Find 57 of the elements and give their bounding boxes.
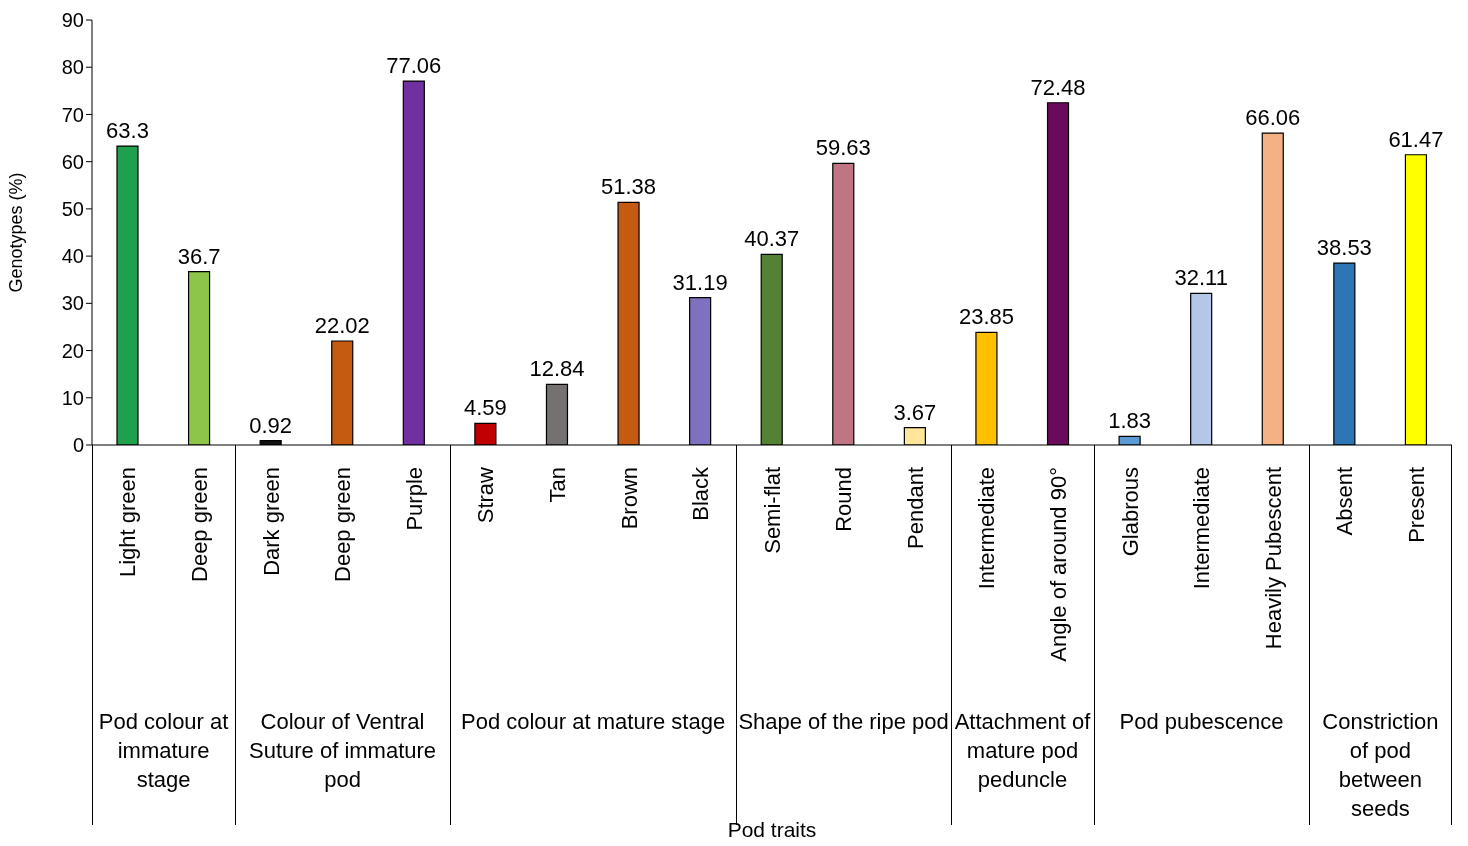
- text: Pod colour at immature stage: [97, 708, 230, 794]
- text: Attachment of mature pod peduncle: [953, 708, 1092, 794]
- text: Shape of the ripe pod: [738, 708, 949, 736]
- data-label: 1.83: [1108, 408, 1152, 434]
- x-tick-label: Dark green: [258, 467, 284, 576]
- x-tick-label: Tan: [544, 467, 570, 503]
- text: Pod colour at mature stage: [459, 708, 727, 736]
- data-label: 61.47: [1388, 126, 1444, 152]
- data-label: 40.37: [744, 226, 800, 252]
- y-tick-label: 80: [61, 56, 84, 79]
- text: Colour of Ventral Suture of immature pod: [248, 708, 438, 794]
- x-tick-label: Angle of around 90°: [1046, 467, 1072, 662]
- x-tick-label: Absent: [1332, 467, 1358, 536]
- y-tick-label: 40: [61, 245, 84, 268]
- text: Constriction of pod between seeds: [1321, 708, 1440, 823]
- y-tick-label: 20: [61, 339, 84, 362]
- y-tick-label: 60: [61, 150, 84, 173]
- data-label: 0.92: [249, 412, 293, 438]
- text: Pod pubescence: [1118, 708, 1285, 736]
- data-label: 4.59: [463, 395, 507, 421]
- data-label: 31.19: [672, 269, 728, 295]
- data-label: 23.85: [958, 304, 1014, 330]
- x-tick-label: Deep green: [187, 467, 213, 582]
- x-tick-label: Semi-flat: [759, 467, 785, 554]
- y-tick-label: 50: [61, 197, 84, 220]
- x-tick-label: Deep green: [330, 467, 356, 582]
- x-tick-label: Round: [831, 467, 857, 532]
- x-tick-label: Present: [1403, 467, 1429, 543]
- x-tick-label: Pendant: [902, 467, 928, 549]
- data-label: 32.11: [1174, 265, 1228, 291]
- text: Pod traits: [727, 818, 817, 841]
- x-tick-label: Heavily Pubescent: [1260, 467, 1286, 650]
- data-label: 36.7: [177, 243, 221, 269]
- data-label: 77.06: [386, 53, 442, 79]
- y-tick-label: 10: [61, 386, 84, 409]
- data-label: 72.48: [1030, 74, 1086, 100]
- data-label: 51.38: [601, 174, 657, 200]
- x-tick-label: Black: [688, 466, 714, 521]
- data-label: 22.02: [314, 313, 370, 339]
- y-tick-label: 30: [61, 292, 84, 315]
- x-tick-label: Straw: [473, 466, 499, 524]
- data-label: 59.63: [815, 135, 871, 161]
- data-label: 63.3: [106, 118, 149, 144]
- y-tick-label: 0: [72, 434, 84, 457]
- x-tick-label: Intermediate: [1189, 467, 1215, 590]
- x-tick-label: Brown: [616, 467, 642, 530]
- data-label: 38.53: [1316, 235, 1372, 261]
- y-axis-title: Genotypes (%): [6, 172, 27, 293]
- y-tick-label: 90: [61, 9, 84, 32]
- x-tick-label: Purple: [401, 467, 427, 531]
- data-label: 66.06: [1245, 105, 1301, 131]
- data-label: 3.67: [893, 399, 937, 425]
- x-tick-label: Glabrous: [1117, 467, 1143, 557]
- x-tick-label: Intermediate: [974, 467, 1000, 590]
- x-tick-label: Light green: [115, 467, 141, 578]
- y-tick-label: 70: [61, 103, 84, 126]
- data-label: 12.84: [529, 356, 585, 382]
